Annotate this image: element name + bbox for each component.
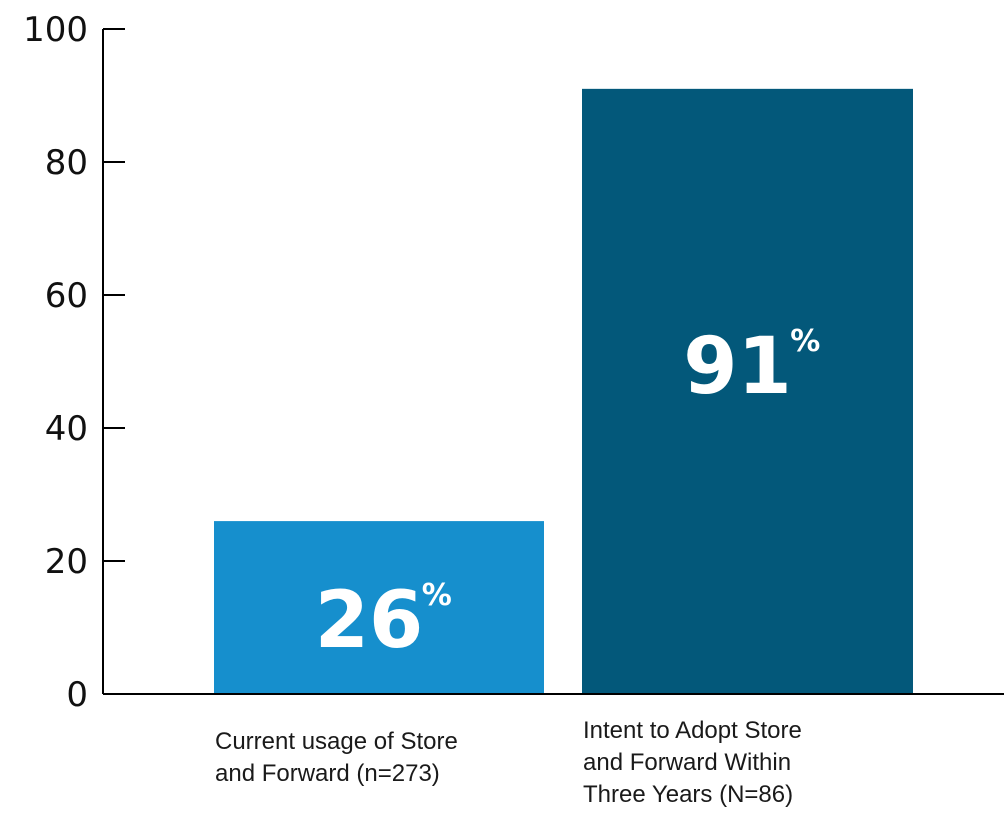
category-label-line: Current usage of Store — [215, 728, 458, 755]
bar-value-label: 91 — [683, 322, 792, 412]
category-label-line: and Forward (n=273) — [215, 760, 440, 787]
bar-value-label: 26 — [315, 576, 424, 666]
y-tick-label: 40 — [45, 409, 88, 449]
category-label-line: Three Years (N=86) — [583, 781, 793, 808]
y-tick-label: 80 — [45, 143, 88, 183]
y-tick-label: 20 — [45, 542, 88, 582]
y-tick-label: 100 — [23, 10, 88, 50]
bar-1 — [214, 521, 544, 694]
bar-2 — [582, 88, 913, 695]
y-axis: 0 20 40 60 80 100 — [23, 10, 125, 715]
bar-value-unit: % — [422, 578, 452, 613]
category-labels: Current usage of Store and Forward (n=273… — [215, 717, 802, 808]
y-tick-label: 60 — [45, 276, 88, 316]
y-tick-label: 0 — [66, 675, 88, 715]
bar-value-unit: % — [790, 324, 820, 359]
bars: 26%91% — [214, 88, 913, 695]
category-label-line: and Forward Within — [583, 749, 791, 776]
category-label-line: Intent to Adopt Store — [583, 717, 802, 744]
